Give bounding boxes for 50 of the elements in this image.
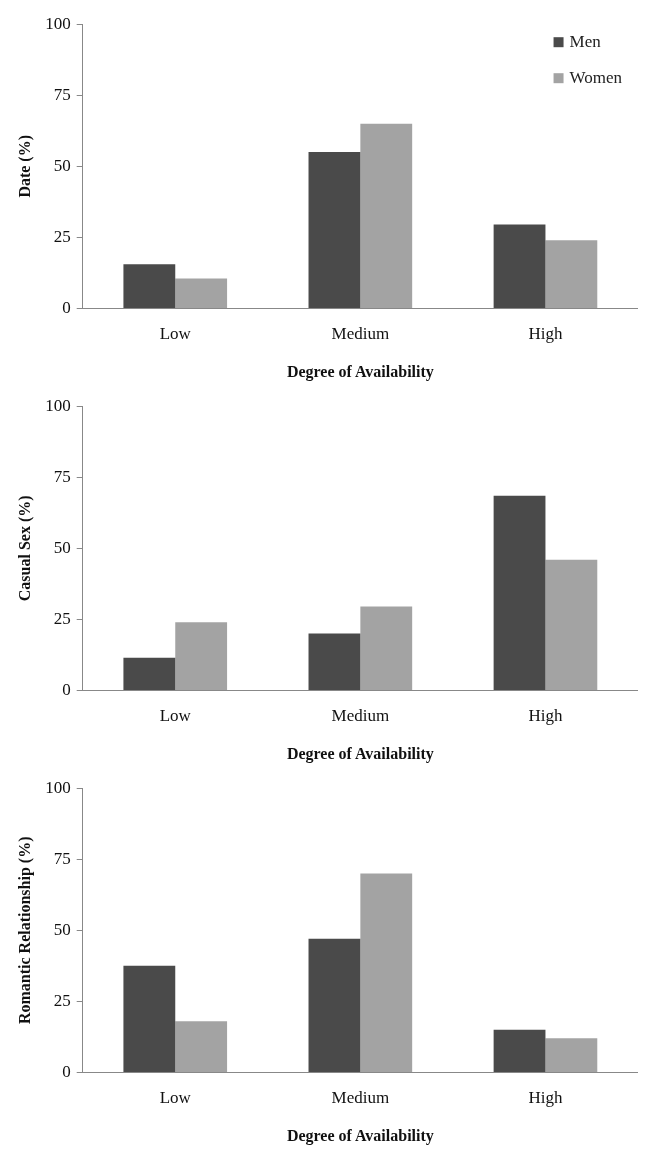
y-tick-label: 0	[62, 297, 71, 317]
bar	[308, 633, 361, 690]
y-tick-label: 100	[45, 395, 71, 415]
bar	[175, 1021, 228, 1072]
x-tick-label: Low	[159, 324, 192, 344]
y-tick-label: 25	[53, 226, 71, 246]
bar	[308, 938, 361, 1072]
bar	[545, 559, 598, 690]
y-tick-label: 25	[53, 608, 71, 628]
x-tick-label: Medium	[331, 706, 390, 726]
y-tick-label: 75	[53, 84, 71, 104]
y-tick-label: 50	[53, 919, 71, 939]
bar	[123, 657, 176, 690]
bar	[493, 1029, 546, 1072]
y-tick-label: 75	[53, 466, 71, 486]
bar	[175, 278, 228, 308]
x-axis-title: Degree of Availability	[286, 1126, 434, 1145]
y-axis-title: Date (%)	[15, 134, 34, 198]
bar	[360, 606, 413, 690]
legend-label: Men	[569, 31, 602, 51]
x-axis-title: Degree of Availability	[286, 744, 434, 763]
bar	[123, 264, 176, 308]
y-tick-label: 0	[62, 1061, 71, 1081]
x-axis-title: Degree of Availability	[286, 362, 434, 381]
x-tick-label: High	[528, 1088, 563, 1108]
x-tick-label: Low	[159, 1088, 192, 1108]
y-tick-label: 100	[45, 13, 71, 33]
y-tick-label: 25	[53, 990, 71, 1010]
y-axis-title: Romantic Relationship (%)	[15, 836, 34, 1025]
bar	[493, 495, 546, 690]
y-tick-label: 0	[62, 679, 71, 699]
bar	[493, 224, 546, 308]
bar	[175, 622, 228, 690]
x-tick-label: Medium	[331, 324, 390, 344]
x-tick-label: Medium	[331, 1088, 390, 1108]
y-tick-label: 50	[53, 537, 71, 557]
bar	[360, 123, 413, 308]
bar	[360, 873, 413, 1072]
x-tick-label: High	[528, 706, 563, 726]
bar	[545, 1038, 598, 1072]
bar	[545, 240, 598, 308]
y-tick-label: 50	[53, 155, 71, 175]
legend-label: Women	[569, 67, 623, 87]
x-tick-label: High	[528, 324, 563, 344]
bar	[308, 152, 361, 308]
y-tick-label: 100	[45, 777, 71, 797]
y-axis-title: Casual Sex (%)	[15, 495, 34, 602]
bar	[123, 965, 176, 1072]
y-tick-label: 75	[53, 848, 71, 868]
x-tick-label: Low	[159, 706, 192, 726]
